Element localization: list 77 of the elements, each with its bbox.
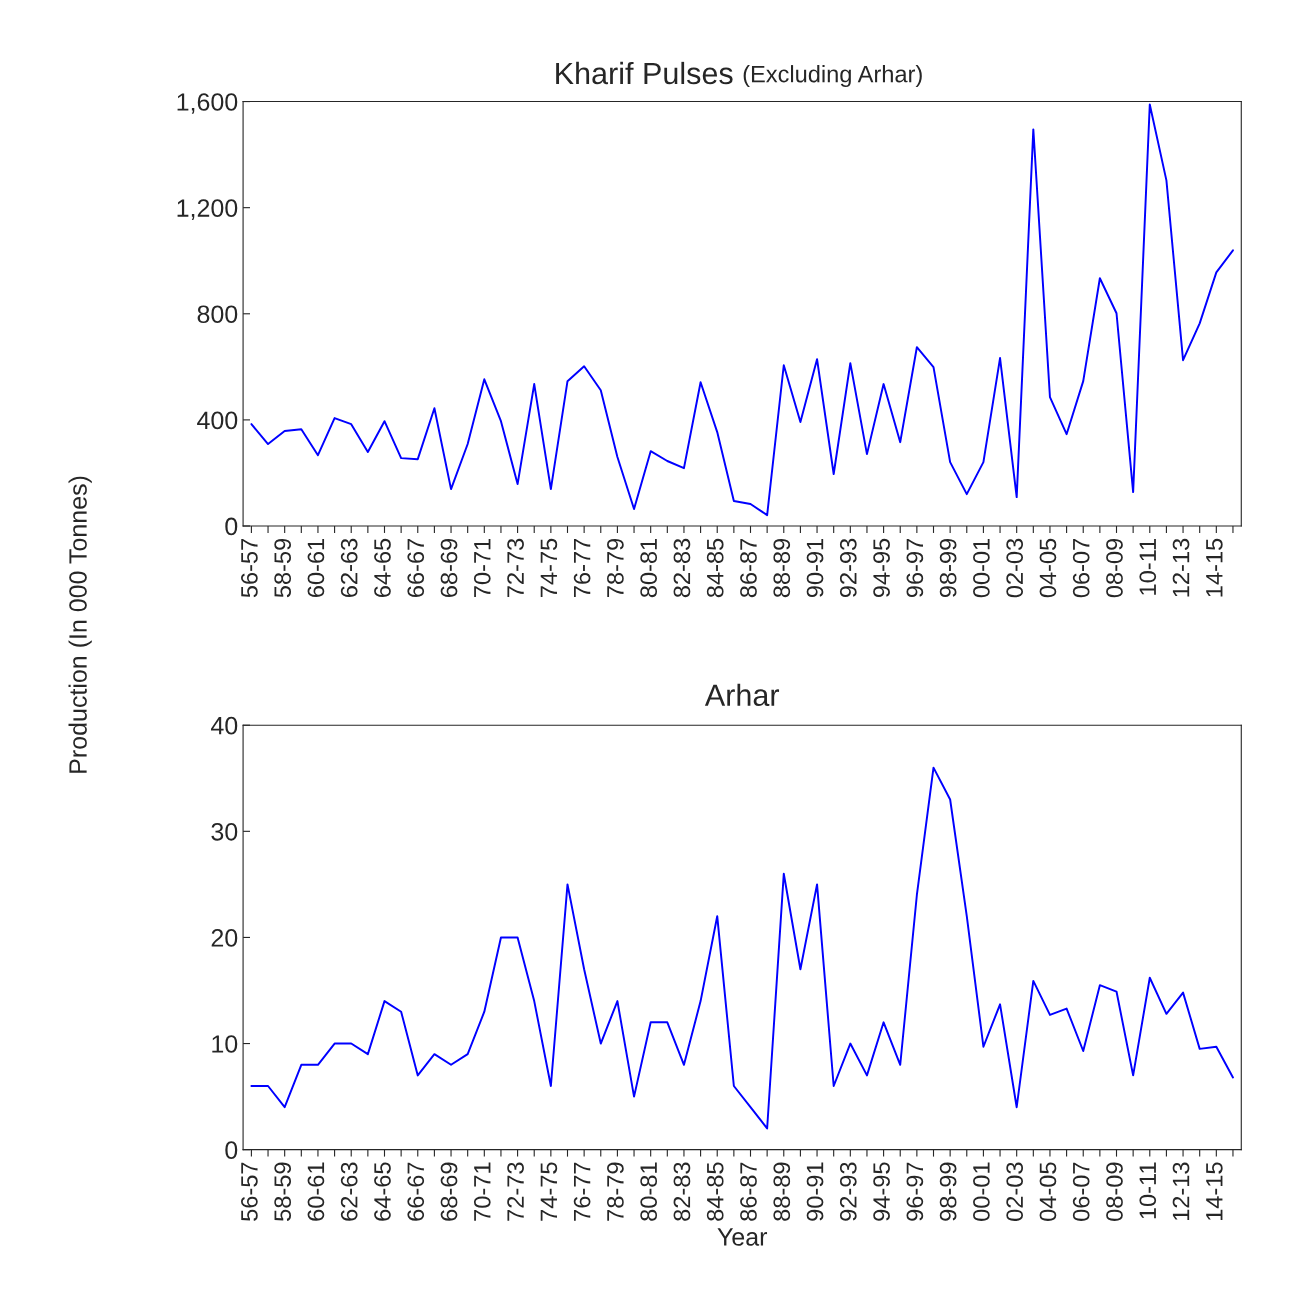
x-tick-label: 92-93 — [839, 1162, 857, 1221]
x-tick-label: 94-95 — [873, 538, 890, 598]
x-tick-label: 12-13 — [1172, 538, 1190, 597]
x-tick-label: 68-69 — [440, 1162, 458, 1221]
y-tick-label: 800 — [197, 305, 238, 324]
x-tick-label: 60-61 — [307, 1162, 325, 1221]
x-tick-label: 68-69 — [440, 538, 458, 597]
x-tick-label: 88-89 — [773, 1162, 791, 1221]
y-tick-label: 0 — [225, 1141, 238, 1159]
x-tick-label: 82-83 — [673, 538, 691, 598]
y-tick-label: 40 — [210, 716, 238, 735]
x-tick-label: 80-81 — [640, 538, 658, 598]
y-tick-label: 10 — [212, 1035, 238, 1053]
x-tick-label: 60-61 — [307, 538, 325, 597]
x-tick-label: 90-91 — [806, 538, 824, 598]
x-tick-label: 04-05 — [1039, 538, 1057, 598]
y-tick-label: 0 — [225, 517, 238, 536]
x-tick-label: 90-91 — [806, 1162, 824, 1221]
x-tick-label: 80-81 — [640, 1162, 658, 1221]
x-tick-label: 72-73 — [507, 538, 524, 597]
y-tick-label: 1,600 — [177, 93, 238, 114]
x-tick-label: 66-67 — [407, 1162, 425, 1221]
x-tick-label: 08-09 — [1106, 1162, 1123, 1221]
x-tick-label: 78-79 — [607, 538, 624, 597]
x-tick-label: 08-09 — [1106, 538, 1123, 598]
chart-title: Kharif Pulses — [556, 61, 733, 85]
x-tick-label: 00-01 — [973, 1162, 990, 1221]
x-tick-label: 58-59 — [274, 1162, 292, 1221]
y-tick-label: 20 — [211, 929, 238, 947]
y-axis-title: Production (In 000 Tonnes) — [68, 476, 92, 773]
x-tick-label: 66-67 — [407, 538, 425, 597]
x-tick-label: 84-85 — [706, 538, 724, 598]
line-series — [250, 103, 1234, 517]
x-tick-label: 14-15 — [1206, 538, 1223, 597]
x-tick-label: 86-87 — [740, 538, 757, 598]
x-tick-label: 72-73 — [507, 1162, 524, 1221]
x-tick-label: 04-05 — [1039, 1162, 1057, 1221]
x-tick-label: 70-71 — [473, 1162, 491, 1221]
x-tick-label: 02-03 — [1006, 538, 1024, 598]
x-tick-label: 98-99 — [939, 1162, 957, 1221]
x-tick-label: 82-83 — [673, 1162, 691, 1221]
x-tick-label: 74-75 — [540, 538, 558, 597]
x-tick-label: 86-87 — [740, 1162, 757, 1221]
x-tick-label: 96-97 — [906, 538, 924, 598]
x-tick-label: 58-59 — [274, 538, 292, 598]
x-tick-label: 10-11 — [1139, 538, 1157, 595]
x-tick-label: 94-95 — [873, 1162, 890, 1221]
x-tick-label: 12-13 — [1172, 1162, 1190, 1221]
x-tick-label: 14-15 — [1206, 1162, 1223, 1221]
x-tick-label: 92-93 — [839, 538, 857, 598]
x-tick-label: 00-01 — [973, 538, 990, 598]
x-tick-label: 98-99 — [939, 538, 957, 598]
x-tick-label: 56-57 — [241, 538, 258, 598]
x-tick-label: 64-65 — [374, 538, 391, 597]
x-tick-label: 56-57 — [241, 1162, 258, 1221]
line-series — [250, 766, 1234, 1130]
x-tick-label: 78-79 — [607, 1162, 624, 1221]
x-axis-title: Year — [717, 1228, 768, 1246]
x-tick-label: 62-63 — [340, 538, 358, 597]
x-tick-label: 10-11 — [1139, 1162, 1157, 1219]
x-tick-label: 76-77 — [573, 538, 591, 597]
x-tick-label: 64-65 — [374, 1162, 391, 1221]
x-tick-label: 96-97 — [906, 1162, 924, 1221]
x-tick-label: 06-07 — [1072, 1162, 1090, 1221]
x-tick-label: 76-77 — [573, 1162, 591, 1221]
x-tick-label: 06-07 — [1072, 538, 1090, 598]
y-tick-label: 400 — [197, 411, 238, 430]
y-tick-label: 30 — [211, 822, 238, 841]
x-tick-label: 74-75 — [540, 1162, 558, 1221]
x-tick-label: 02-03 — [1006, 1162, 1024, 1221]
x-tick-label: 70-71 — [473, 538, 491, 597]
x-tick-label: 88-89 — [773, 538, 791, 598]
chart-title: Arhar — [704, 683, 780, 707]
x-tick-label: 62-63 — [340, 1162, 358, 1221]
chart-subtitle: (Excluding Arhar) — [743, 65, 922, 88]
y-tick-label: 1,200 — [177, 199, 238, 220]
x-tick-label: 84-85 — [706, 1162, 724, 1221]
